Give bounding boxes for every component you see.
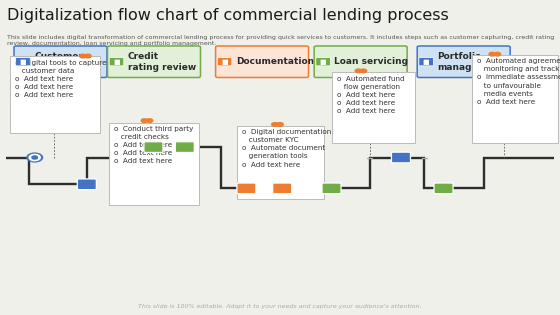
Text: Digitalization flow chart of commercial lending process: Digitalization flow chart of commercial …: [7, 8, 449, 23]
Circle shape: [494, 52, 501, 56]
Circle shape: [141, 119, 148, 123]
FancyBboxPatch shape: [417, 46, 510, 77]
Circle shape: [146, 119, 153, 123]
FancyBboxPatch shape: [109, 123, 199, 205]
Text: Credit
rating review: Credit rating review: [128, 52, 196, 72]
Text: Loan servicing: Loan servicing: [334, 57, 408, 66]
FancyBboxPatch shape: [109, 58, 124, 66]
FancyBboxPatch shape: [273, 183, 292, 194]
FancyBboxPatch shape: [391, 152, 410, 163]
Text: ■: ■: [113, 59, 120, 65]
Text: o  Digital documentation of
   customer KYC
o  Automate document
   generation t: o Digital documentation of customer KYC …: [242, 129, 340, 168]
Text: ■: ■: [20, 59, 26, 65]
FancyBboxPatch shape: [144, 142, 163, 152]
Text: ■: ■: [320, 59, 326, 65]
FancyBboxPatch shape: [434, 183, 453, 194]
Text: ■: ■: [423, 59, 430, 65]
FancyBboxPatch shape: [237, 183, 256, 194]
FancyBboxPatch shape: [419, 58, 433, 66]
Text: Customer
capturing: Customer capturing: [34, 52, 83, 72]
FancyBboxPatch shape: [322, 183, 341, 194]
FancyBboxPatch shape: [314, 46, 407, 77]
Text: Documentation: Documentation: [236, 57, 314, 66]
Text: ■: ■: [221, 59, 228, 65]
Text: o  Conduct third party
   credit checks
o  Add text here
o  Add text here
o  Add: o Conduct third party credit checks o Ad…: [114, 126, 193, 164]
FancyBboxPatch shape: [77, 179, 96, 190]
Circle shape: [29, 154, 40, 161]
Circle shape: [489, 52, 496, 56]
Circle shape: [355, 69, 362, 73]
Circle shape: [27, 153, 43, 162]
Circle shape: [277, 123, 283, 126]
Circle shape: [32, 156, 38, 159]
Text: o  Digital tools to capture
   customer data
o  Add text here
o  Add text here
o: o Digital tools to capture customer data…: [15, 60, 106, 98]
Circle shape: [360, 69, 367, 73]
Circle shape: [80, 54, 86, 58]
Text: This slide is 100% editable. Adapt it to your needs and capture your audience's : This slide is 100% editable. Adapt it to…: [138, 304, 422, 309]
FancyBboxPatch shape: [217, 58, 232, 66]
Circle shape: [85, 54, 91, 58]
FancyBboxPatch shape: [472, 55, 558, 143]
FancyBboxPatch shape: [216, 46, 309, 77]
FancyBboxPatch shape: [108, 46, 200, 77]
FancyBboxPatch shape: [316, 58, 330, 66]
FancyBboxPatch shape: [237, 126, 324, 199]
Text: o  Automated agreement
   monitoring and tracking
o  Immediate assessment
   to : o Automated agreement monitoring and tra…: [477, 58, 560, 105]
FancyBboxPatch shape: [16, 58, 30, 66]
FancyBboxPatch shape: [332, 72, 415, 143]
FancyBboxPatch shape: [14, 46, 107, 77]
Text: o  Automated fund
   flow generation
o  Add text here
o  Add text here
o  Add te: o Automated fund flow generation o Add t…: [337, 76, 405, 114]
FancyBboxPatch shape: [175, 142, 194, 152]
Text: This slide includes digital transformation of commercial lending process for pro: This slide includes digital transformati…: [7, 35, 554, 47]
Text: Portfolio
management: Portfolio management: [437, 52, 505, 72]
FancyBboxPatch shape: [10, 56, 100, 133]
Circle shape: [272, 123, 278, 126]
